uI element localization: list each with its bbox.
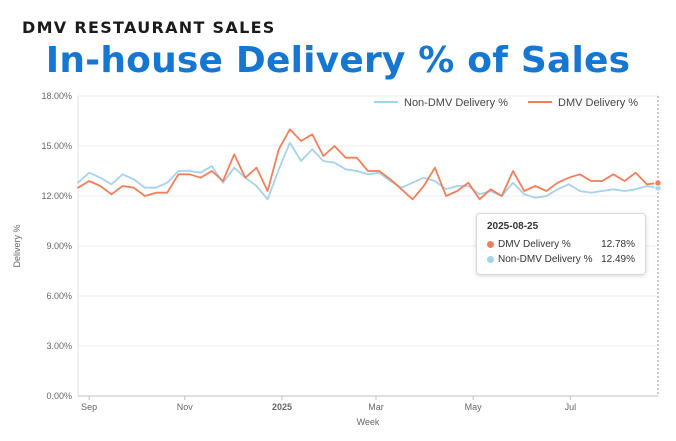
x-tick-label: 2025 xyxy=(272,402,292,412)
x-tick-label: Jul xyxy=(565,402,577,412)
tooltip-series-name: DMV Delivery % xyxy=(498,239,571,250)
x-tick-label: May xyxy=(465,402,483,412)
dmv-series-line xyxy=(77,128,659,201)
tooltip-row-dmv: DMV Delivery % 12.78% xyxy=(487,237,635,252)
chart-kicker: DMV RESTAURANT SALES xyxy=(22,18,276,37)
legend-label: DMV Delivery % xyxy=(558,97,638,109)
dmv-hover-point xyxy=(654,179,662,187)
y-tick-label: 15.00% xyxy=(41,141,72,151)
y-axis: 0.00% 3.00% 6.00% 9.00% 12.00% 15.00% 18.00% De… xyxy=(12,91,72,401)
tooltip-series-name: Non-DMV Delivery % xyxy=(498,254,593,265)
y-tick-label: 0.00% xyxy=(46,391,72,401)
legend-item-non-dmv[interactable]: Non-DMV Delivery % xyxy=(374,97,508,109)
tooltip-row-non-dmv: Non-DMV Delivery % 12.49% xyxy=(487,252,635,267)
x-tick-label: Sep xyxy=(81,402,97,412)
y-tick-label: 12.00% xyxy=(41,191,72,201)
dmv-marker-icon xyxy=(487,241,494,248)
x-tick-label: Nov xyxy=(177,402,194,412)
non-dmv-series-line xyxy=(77,141,659,201)
hover-indicator xyxy=(654,96,662,396)
y-axis-title: Delivery % xyxy=(12,224,22,267)
legend-label: Non-DMV Delivery % xyxy=(404,97,508,109)
y-tick-label: 9.00% xyxy=(46,241,72,251)
y-tick-label: 18.00% xyxy=(41,91,72,101)
tooltip-value: 12.78% xyxy=(601,239,635,250)
x-axis: Sep Nov 2025 Mar May Jul Week xyxy=(81,396,576,427)
y-tick-label: 3.00% xyxy=(46,341,72,351)
x-axis-title: Week xyxy=(357,417,380,427)
tooltip-date: 2025-08-25 xyxy=(487,221,539,232)
legend[interactable]: Non-DMV Delivery % DMV Delivery % xyxy=(374,97,638,109)
series-lines xyxy=(77,128,659,201)
chart-title: In-house Delivery % of Sales xyxy=(45,40,631,81)
legend-item-dmv[interactable]: DMV Delivery % xyxy=(528,97,638,109)
x-tick-label: Mar xyxy=(368,402,384,412)
tooltip-value: 12.49% xyxy=(601,254,635,265)
tooltip: 2025-08-25 DMV Delivery % 12.78% Non-DMV… xyxy=(476,213,646,275)
non-dmv-marker-icon xyxy=(487,256,494,263)
y-tick-label: 6.00% xyxy=(46,291,72,301)
